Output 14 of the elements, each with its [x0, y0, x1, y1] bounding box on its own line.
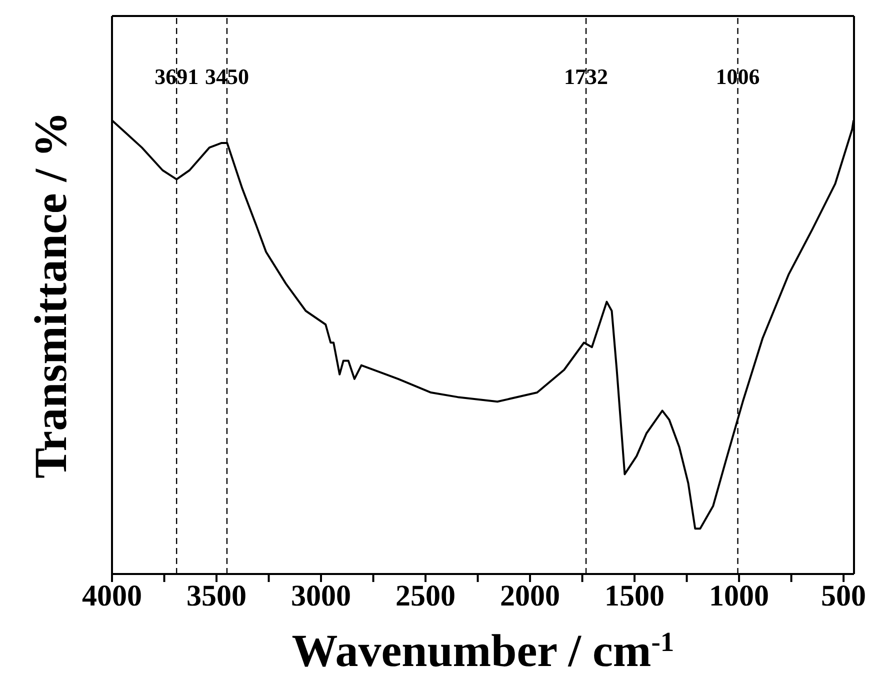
- x-tick-label: 3500: [186, 579, 247, 612]
- x-tick-label: 3000: [291, 579, 352, 612]
- x-tick-label: 500: [821, 579, 866, 612]
- ref-line-label: 1006: [716, 64, 760, 89]
- ref-line-label: 1732: [564, 64, 608, 89]
- x-tick-label: 2500: [396, 579, 456, 612]
- x-tick-label: 4000: [82, 579, 142, 612]
- y-axis-title: Transmittance / %: [24, 111, 76, 479]
- ref-line-label: 3450: [204, 64, 249, 89]
- x-tick-label: 2000: [500, 579, 560, 612]
- x-tick-label: 1500: [604, 579, 665, 612]
- x-tick-label: 1000: [709, 579, 770, 612]
- x-axis-title: Wavenumber / cm$^{-1}$: [292, 625, 674, 676]
- ref-line-label: 3691: [154, 64, 199, 89]
